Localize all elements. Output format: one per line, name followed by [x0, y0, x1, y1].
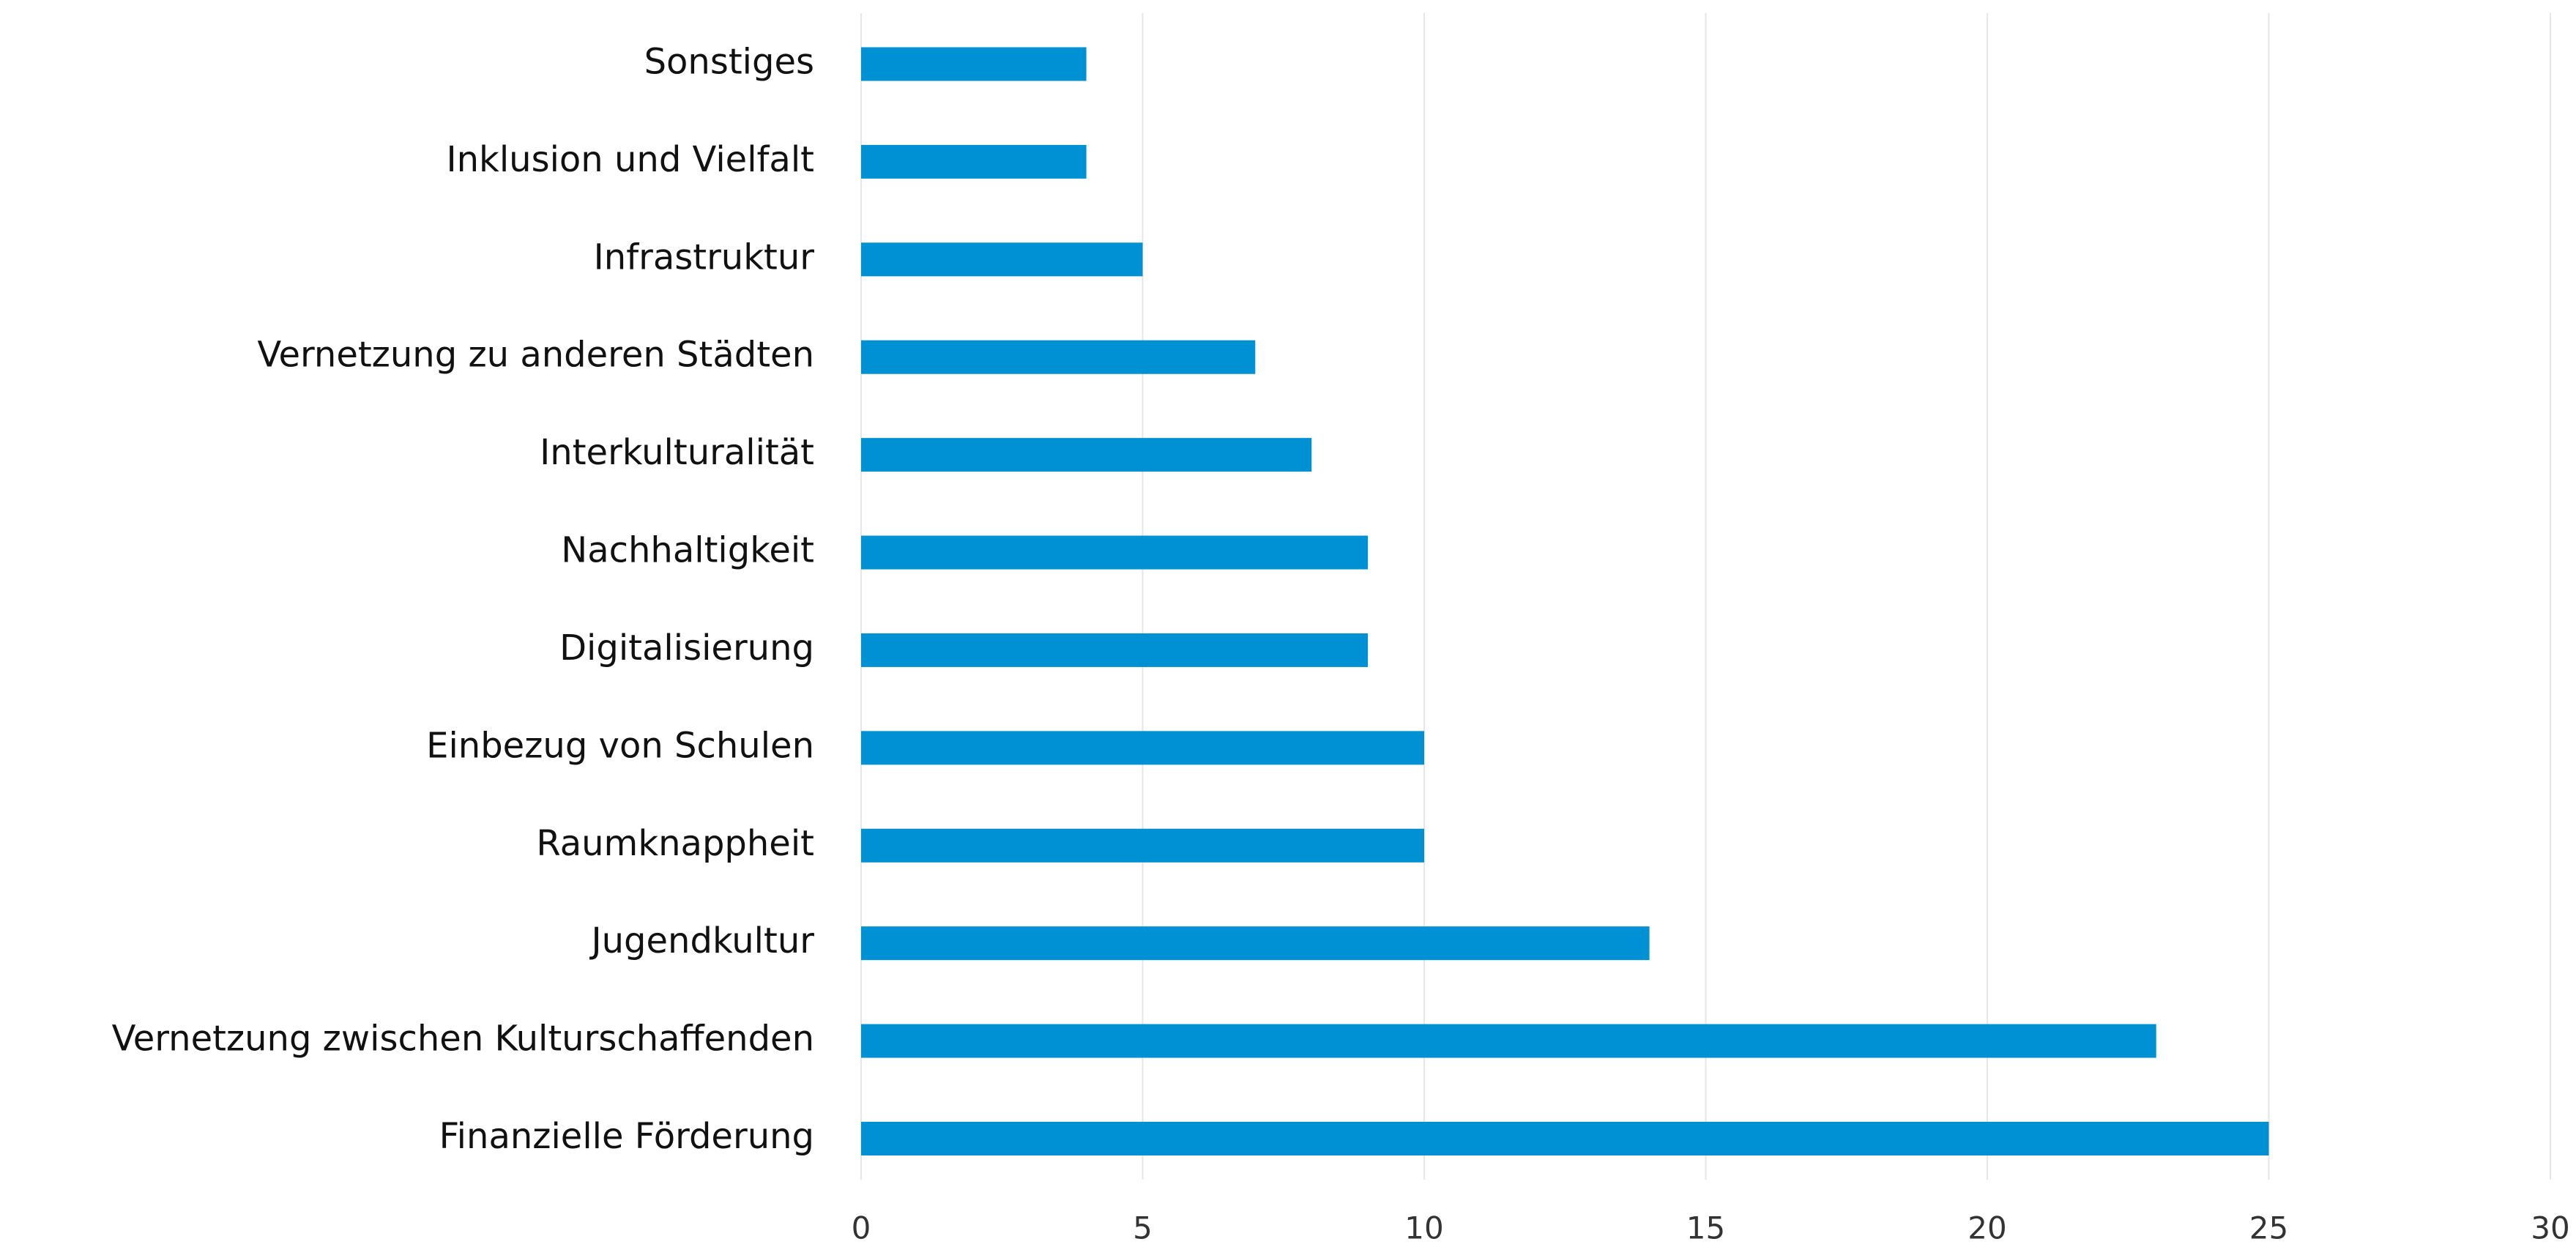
- x-tick-label: 25: [2249, 1210, 2288, 1246]
- y-tick-label: Finanzielle Förderung: [439, 1116, 814, 1157]
- x-tick-label: 15: [1686, 1210, 1725, 1246]
- y-tick-label: Vernetzung zwischen Kulturschaffenden: [112, 1019, 814, 1060]
- bar: [861, 731, 1424, 765]
- bar: [861, 144, 1087, 179]
- x-tick-label: 0: [852, 1210, 871, 1246]
- y-tick-label: Infrastruktur: [594, 237, 815, 278]
- y-tick-label: Interkulturalität: [540, 432, 814, 473]
- bar: [861, 438, 1312, 472]
- y-tick-label: Vernetzung zu anderen Städten: [257, 335, 814, 376]
- bar: [861, 47, 1087, 81]
- bar: [861, 242, 1143, 277]
- x-tick-label: 30: [2531, 1210, 2569, 1246]
- x-tick-label: 10: [1404, 1210, 1443, 1246]
- y-tick-label: Inklusion und Vielfalt: [446, 139, 814, 180]
- bar: [861, 535, 1369, 570]
- bar: [861, 1122, 2269, 1155]
- bar: [861, 926, 1650, 961]
- bar: [861, 633, 1369, 667]
- x-tick-label: 20: [1968, 1210, 2006, 1246]
- bar: [861, 828, 1424, 863]
- y-tick-label: Sonstiges: [644, 42, 814, 83]
- y-tick-label: Einbezug von Schulen: [426, 725, 814, 766]
- y-tick-label: Digitalisierung: [559, 628, 814, 669]
- y-tick-label: Jugendkultur: [589, 920, 814, 961]
- bar: [861, 340, 1256, 374]
- bar: [861, 1024, 2156, 1058]
- y-tick-label: Nachhaltigkeit: [561, 530, 814, 571]
- y-tick-label: Raumknappheit: [536, 823, 814, 864]
- x-tick-label: 5: [1133, 1210, 1153, 1246]
